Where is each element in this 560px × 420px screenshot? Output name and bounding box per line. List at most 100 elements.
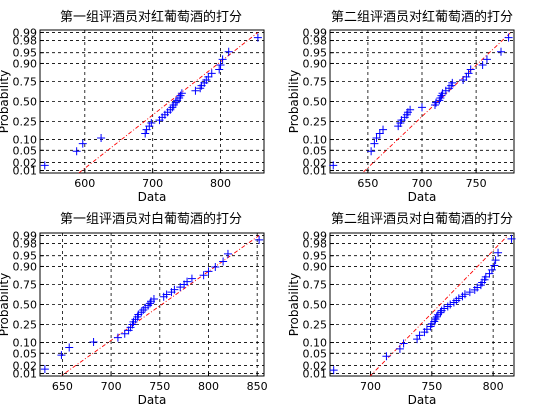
- y-tick-label: 0.75: [303, 75, 328, 88]
- x-tick-label: 600: [74, 177, 95, 190]
- y-tick-label: 0.75: [303, 278, 328, 291]
- data-point: [177, 89, 186, 98]
- data-point: [40, 365, 49, 374]
- data-point: [183, 277, 192, 286]
- x-tick-label: 750: [466, 177, 487, 190]
- data-point: [97, 134, 106, 143]
- y-tick-label: 0.05: [303, 144, 328, 157]
- data-point: [507, 234, 516, 243]
- reference-line: [78, 32, 259, 173]
- data-point: [406, 105, 415, 114]
- y-tick-label: 0.02: [13, 359, 38, 372]
- y-tick-label: 0.05: [303, 347, 328, 360]
- y-tick-label: 0.50: [13, 96, 38, 109]
- y-tick-label: 0.90: [13, 260, 38, 273]
- data-point: [162, 290, 171, 299]
- chart-title: 第一组评酒员对白葡萄酒的打分: [60, 211, 242, 227]
- data-point: [382, 352, 391, 361]
- x-tick-label: 650: [52, 380, 73, 393]
- x-tick-label: 650: [357, 177, 378, 190]
- y-tick-label: 0.01: [13, 165, 38, 178]
- data-point: [72, 147, 81, 156]
- reference-line: [369, 235, 509, 376]
- x-tick-label: 850: [247, 380, 268, 393]
- data-point: [494, 248, 503, 257]
- y-tick-label: 0.10: [13, 337, 38, 350]
- y-tick-label: 0.90: [303, 260, 328, 273]
- y-tick-label: 0.25: [13, 319, 38, 332]
- y-tick-label: 0.95: [13, 250, 38, 263]
- y-tick-label: 0.90: [13, 57, 38, 70]
- data-point: [465, 288, 474, 297]
- x-axis-label: Data: [138, 393, 167, 407]
- data-point: [204, 72, 213, 81]
- y-axis-label: Probability: [0, 273, 11, 336]
- data-point: [379, 125, 388, 134]
- data-point: [490, 261, 499, 270]
- y-tick-label: 0.99: [13, 229, 38, 242]
- data-point: [446, 300, 455, 309]
- y-tick-label: 0.50: [303, 299, 328, 312]
- y-tick-label: 0.10: [13, 134, 38, 147]
- y-tick-label: 0.95: [13, 47, 38, 60]
- y-tick-label: 0.25: [303, 116, 328, 129]
- data-point: [436, 308, 445, 317]
- x-tick-label: 700: [101, 380, 122, 393]
- y-tick-label: 0.95: [303, 250, 328, 263]
- data-point: [89, 338, 98, 347]
- data-point: [481, 272, 490, 281]
- data-point: [466, 65, 475, 74]
- x-tick-label: 700: [412, 177, 433, 190]
- data-point: [448, 78, 457, 87]
- chart-panel-1: 第一组评酒员对红葡萄酒的打分 0.010.020.050.10 0.25 0.50 0.…: [0, 9, 265, 204]
- data-point: [211, 262, 220, 271]
- data-point: [187, 274, 196, 283]
- data-point: [460, 290, 469, 299]
- y-tick-label: 0.02: [303, 359, 328, 372]
- y-tick-label: 0.02: [13, 156, 38, 169]
- y-tick-label: 0.25: [303, 319, 328, 332]
- x-tick-label: 800: [483, 380, 504, 393]
- y-tick-label: 0.01: [13, 368, 38, 381]
- y-axis-label: Probability: [287, 273, 301, 336]
- data-point: [223, 249, 232, 258]
- y-tick-label: 0.95: [303, 47, 328, 60]
- y-tick-label: 0.98: [13, 35, 38, 48]
- data-point: [418, 103, 426, 112]
- data-point: [395, 344, 404, 353]
- y-tick-label: 0.75: [13, 75, 38, 88]
- x-tick-label: 700: [142, 177, 163, 190]
- y-tick-label: 0.01: [303, 368, 328, 381]
- data-point: [440, 304, 449, 313]
- chart-panel-2: 第二组评酒员对红葡萄酒的打分 0.010.020.050.10 0.25 0.50 0.…: [287, 9, 515, 204]
- y-axis-label: Probability: [287, 70, 301, 133]
- y-tick-label: 0.10: [303, 337, 328, 350]
- data-point: [255, 235, 264, 244]
- x-tick-label: 700: [360, 380, 381, 393]
- data-point: [65, 343, 74, 352]
- data-point: [149, 294, 158, 303]
- reference-line: [60, 235, 260, 376]
- chart-panel-3: 第一组评酒员对白葡萄酒的打分 0.010.020.050.10 0.25 0.50 0.…: [0, 211, 268, 407]
- y-tick-label: 0.05: [13, 144, 38, 157]
- plot-area: [39, 232, 265, 377]
- y-tick-label: 0.90: [303, 57, 328, 70]
- x-axis-label: Data: [408, 393, 437, 407]
- y-axis-label: Probability: [0, 70, 11, 133]
- data-point: [399, 339, 408, 348]
- data-point: [375, 129, 384, 138]
- x-axis-label: Data: [138, 190, 167, 204]
- data-point: [40, 161, 49, 170]
- x-axis-label: Data: [408, 190, 437, 204]
- y-tick-label: 0.01: [303, 165, 328, 178]
- data-point: [367, 147, 376, 156]
- chart-title: 第一组评酒员对红葡萄酒的打分: [60, 9, 242, 25]
- data-point: [482, 55, 491, 64]
- data-point: [454, 294, 463, 303]
- y-tick-label: 0.10: [303, 134, 328, 147]
- data-point: [432, 312, 441, 321]
- data-point: [218, 55, 227, 64]
- y-tick-label: 0.98: [13, 238, 38, 251]
- chart-title: 第二组评酒员对白葡萄酒的打分: [331, 211, 513, 227]
